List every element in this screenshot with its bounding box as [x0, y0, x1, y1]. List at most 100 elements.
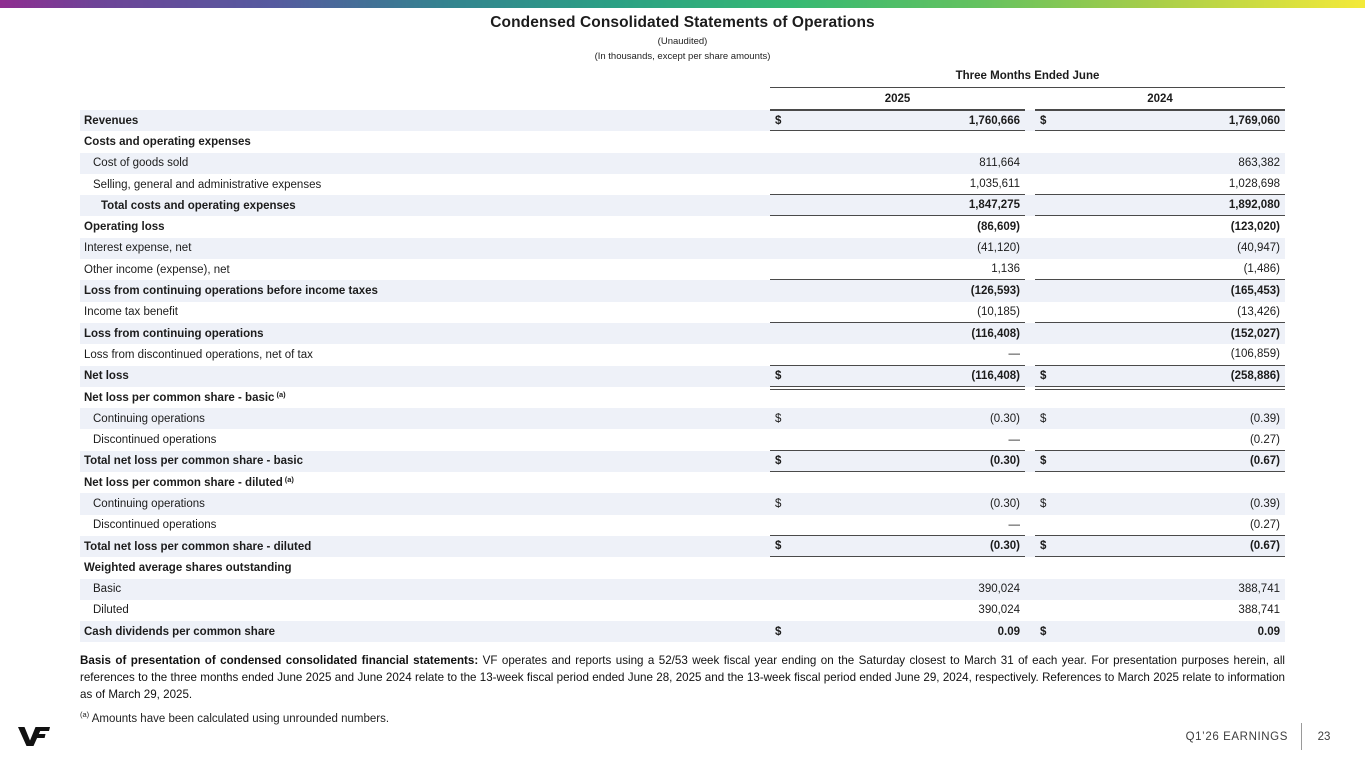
table-row: Discontinued operations — (0.27) — [80, 429, 1285, 451]
vf-logo — [18, 724, 50, 746]
row-label: Revenues — [84, 114, 139, 127]
column-gap — [1025, 408, 1035, 429]
row-value-2025 — [770, 557, 1025, 578]
dollar-sign: $ — [1040, 625, 1047, 638]
row-label: Other income (expense), net — [84, 263, 230, 276]
column-gap — [1025, 557, 1035, 578]
column-gap — [1025, 259, 1035, 280]
row-value-2025: — — [770, 429, 1025, 451]
column-gap — [1025, 579, 1035, 600]
page-title: Condensed Consolidated Statements of Ope… — [490, 14, 875, 31]
row-value-2025: (86,609) — [770, 216, 1025, 237]
amount: (0.67) — [1249, 454, 1280, 467]
amount: 390,024 — [978, 583, 1020, 596]
table-row: Cash dividends per common share $0.09 $0.0… — [80, 621, 1285, 643]
table-row: Interest expense, net (41,120) (40,947) — [80, 237, 1285, 260]
amount: (165,453) — [1230, 285, 1280, 298]
row-value-2024 — [1035, 557, 1285, 578]
row-label: Total net loss per common share - basic — [84, 455, 303, 468]
table-row: Continuing operations $ (0.30) $ (0.39) — [80, 493, 1285, 515]
table-row: Other income (expense), net 1,136 (1,486) — [80, 259, 1285, 281]
table-row: Total net loss per common share - dilute… — [80, 535, 1285, 558]
row-label: Total net loss per common share - dilute… — [84, 540, 312, 553]
column-gap — [1025, 174, 1035, 195]
table-row: Loss from discontinued operations, net o… — [80, 344, 1285, 366]
amount: 1,035,611 — [969, 178, 1020, 191]
row-value-2025: $ (116,408) — [770, 366, 1025, 391]
row-label: Diluted — [93, 604, 129, 617]
row-label: Loss from discontinued operations, net o… — [84, 348, 313, 361]
table-row: Income tax benefit (10,185) (13,426) — [80, 302, 1285, 323]
amount: 0.09 — [997, 625, 1020, 638]
row-value-2024: 388,741 — [1035, 579, 1285, 600]
row-label: Net loss — [84, 370, 129, 383]
column-header-2025: 2025 — [770, 88, 1025, 110]
dollar-sign: $ — [1040, 454, 1047, 467]
amount: (116,408) — [971, 369, 1020, 382]
amount: — — [1008, 518, 1021, 531]
dollar-sign: $ — [775, 497, 782, 510]
column-gap — [1025, 323, 1035, 344]
row-value-2024: (106,859) — [1035, 344, 1285, 366]
row-value-2025: 1,847,275 — [770, 195, 1025, 217]
row-value-2024: (0.27) — [1035, 515, 1285, 536]
page-number: 23 — [1317, 730, 1331, 743]
amount: (40,947) — [1237, 242, 1280, 255]
dollar-sign: $ — [775, 369, 782, 382]
table-row: Discontinued operations — (0.27) — [80, 515, 1285, 536]
table-row: Total net loss per common share - basic $… — [80, 450, 1285, 473]
row-value-2025: — — [770, 344, 1025, 366]
table-row: Weighted average shares outstanding — [80, 557, 1285, 578]
table-row: Operating loss (86,609) (123,020) — [80, 216, 1285, 237]
amount: 1,136 — [991, 263, 1020, 276]
row-label: Total costs and operating expenses — [101, 199, 296, 212]
amount: (13,426) — [1237, 305, 1280, 318]
row-value-2025: $0.09 — [770, 621, 1025, 642]
year-header-row: 2025 2024 — [80, 88, 1285, 110]
row-value-2024: $ (0.67) — [1035, 536, 1285, 558]
row-label: Interest expense, net — [84, 242, 192, 255]
table-row: Total costs and operating expenses 1,847,… — [80, 195, 1285, 217]
row-value-2024: $0.09 — [1035, 621, 1285, 642]
row-value-2024: 388,741 — [1035, 600, 1285, 621]
row-value-2024: $ (0.39) — [1035, 408, 1285, 429]
row-label: Weighted average shares outstanding — [84, 561, 292, 574]
row-value-2025: $1,760,666 — [770, 110, 1025, 132]
row-value-2024: $1,769,060 — [1035, 110, 1285, 132]
amount: (1,486) — [1243, 263, 1280, 276]
row-label: Net loss per common share - diluted (a) — [84, 474, 294, 489]
brand-gradient-bar — [0, 0, 1365, 8]
column-gap — [1025, 600, 1035, 621]
dollar-sign: $ — [1040, 412, 1047, 425]
row-label: Cash dividends per common share — [84, 625, 276, 638]
amount: (116,408) — [971, 327, 1020, 340]
column-gap — [1025, 131, 1035, 152]
amount: (0.30) — [989, 497, 1020, 510]
row-label: Income tax benefit — [84, 306, 178, 319]
amount: (41,120) — [977, 242, 1020, 255]
column-gap — [1025, 621, 1035, 642]
dollar-sign: $ — [775, 114, 782, 127]
table-row: Costs and operating expenses — [80, 131, 1285, 152]
row-value-2024: $ (0.39) — [1035, 493, 1285, 514]
amount: (123,020) — [1230, 221, 1280, 234]
period-header: Three Months Ended June — [770, 70, 1285, 88]
amount: — — [1008, 348, 1021, 361]
row-label: Cost of goods sold — [93, 157, 189, 170]
vf-logo-icon — [18, 727, 50, 746]
basis-body: VF operates and reports using a 52/53 we… — [80, 654, 1285, 701]
row-value-2025: — — [770, 515, 1025, 536]
column-gap — [1025, 451, 1035, 472]
column-gap — [1025, 387, 1035, 408]
amount: 1,769,060 — [1228, 114, 1280, 127]
row-value-2024 — [1035, 387, 1285, 408]
column-gap — [1025, 216, 1035, 237]
row-label: Operating loss — [84, 221, 165, 234]
amount: (258,886) — [1230, 369, 1280, 382]
row-label: Loss from continuing operations before i… — [84, 285, 378, 298]
row-value-2025 — [770, 472, 1025, 493]
row-value-2025 — [770, 387, 1025, 408]
amount: 1,028,698 — [1228, 178, 1280, 191]
footnote-a: (a) Amounts have been calculated using u… — [80, 710, 980, 725]
dollar-sign: $ — [1040, 369, 1047, 382]
